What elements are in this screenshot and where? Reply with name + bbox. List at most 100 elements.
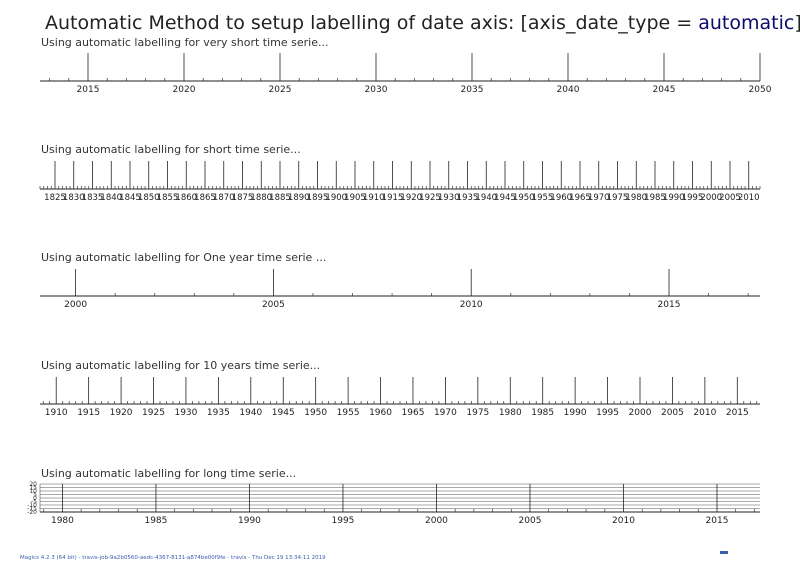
panel-5-y-tick-label: 0 xyxy=(33,495,37,502)
panel-2-title: Using automatic labelling for short time… xyxy=(41,143,301,156)
panel-4-tick-label: 2015 xyxy=(726,408,749,418)
panel-4-tick-label: 1955 xyxy=(337,408,360,418)
panel-2-tick-label: 2010 xyxy=(738,193,760,203)
magics-logo-icon xyxy=(720,551,728,554)
panel-1-tick-label: 2040 xyxy=(557,85,580,95)
panel-2-tick-label: 1890 xyxy=(288,193,310,203)
panel-4-tick-label: 1970 xyxy=(434,408,457,418)
panel-1-tick-label: 2030 xyxy=(365,85,388,95)
panel-2-tick-label: 1930 xyxy=(438,193,460,203)
panel-3-tick-label: 2010 xyxy=(460,300,483,310)
panel-5-tick-label: 2000 xyxy=(425,516,448,526)
panel-4-tick-label: 1975 xyxy=(466,408,489,418)
panel-2-tick-label: 1915 xyxy=(382,193,404,203)
panel-2-tick-label: 1940 xyxy=(475,193,497,203)
panel-1-tick-label: 2035 xyxy=(461,85,484,95)
panel-2-tick-label: 1865 xyxy=(194,193,216,203)
panel-4-tick-label: 1965 xyxy=(402,408,425,418)
page-title: Automatic Method to setup labelling of d… xyxy=(45,12,800,34)
panel-4-tick-label: 1925 xyxy=(142,408,165,418)
panel-4-tick-label: 1940 xyxy=(239,408,262,418)
panel-2-tick-label: 1985 xyxy=(644,193,666,203)
panel-2-tick-label: 1970 xyxy=(588,193,610,203)
panel-2-tick-label: 1920 xyxy=(400,193,422,203)
panel-4-tick-label: 1920 xyxy=(110,408,133,418)
panel-2-tick-label: 2005 xyxy=(719,193,741,203)
panel-2-tick-label: 1975 xyxy=(607,193,629,203)
panel-4-tick-label: 1910 xyxy=(45,408,68,418)
panel-2-tick-label: 1945 xyxy=(494,193,516,203)
panel-5-tick-label: 1995 xyxy=(332,516,355,526)
panel-4-tick-label: 1930 xyxy=(174,408,197,418)
panel-2-tick-label: 1895 xyxy=(307,193,329,203)
panel-2-tick-label: 1905 xyxy=(344,193,366,203)
panel-2-tick-label: 1850 xyxy=(138,193,160,203)
panel-2-tick-label: 1910 xyxy=(363,193,385,203)
panel-4-tick-label: 1995 xyxy=(596,408,619,418)
panel-5-y-tick-label: 5 xyxy=(33,492,37,499)
panel-4-tick-label: 1915 xyxy=(77,408,100,418)
panel-5-y-tick-label: 15 xyxy=(29,485,37,492)
panel-4-tick-label: 2010 xyxy=(693,408,716,418)
panel-5-tick-label: 1990 xyxy=(238,516,261,526)
panel-1-tick-label: 2045 xyxy=(653,85,676,95)
panel-2-tick-label: 1900 xyxy=(325,193,347,203)
panel-5-y-tick-label: 20 xyxy=(29,481,37,488)
title-prefix: Automatic Method to setup labelling of d… xyxy=(45,12,699,34)
panel-5-y-tick-label: -10 xyxy=(27,502,37,509)
footer-text: Magics 4.2.3 (64 bit) - travis-job-9a2b0… xyxy=(20,555,326,561)
panel-1-tick-label: 2020 xyxy=(173,85,196,95)
panel-5-y-tick-label: -20 xyxy=(27,509,37,516)
panel-5-y-tick-label: 10 xyxy=(29,488,37,495)
panel-5-tick-label: 2005 xyxy=(519,516,542,526)
panel-2-tick-label: 1980 xyxy=(625,193,647,203)
title-accent: automatic xyxy=(698,12,795,34)
panel-5-title: Using automatic labelling for long time … xyxy=(41,467,297,480)
panel-1-tick-label: 2025 xyxy=(269,85,292,95)
panel-4-tick-label: 1980 xyxy=(499,408,522,418)
panel-3-tick-label: 2005 xyxy=(262,300,285,310)
panel-2-tick-label: 1885 xyxy=(269,193,291,203)
panel-4-tick-label: 2005 xyxy=(661,408,684,418)
panel-4-tick-label: 1950 xyxy=(304,408,327,418)
panel-4-tick-label: 1935 xyxy=(207,408,230,418)
panel-2-tick-label: 1965 xyxy=(569,193,591,203)
panel-2-tick-label: 1955 xyxy=(532,193,554,203)
panel-2-tick-label: 1875 xyxy=(232,193,254,203)
panel-1-tick-label: 2015 xyxy=(77,85,100,95)
panel-2-tick-label: 2000 xyxy=(700,193,722,203)
panel-2-tick-label: 1825 xyxy=(44,193,66,203)
panel-5-y-tick-label: -5 xyxy=(31,499,37,506)
panel-5-tick-label: 2015 xyxy=(706,516,729,526)
panel-2-tick-label: 1880 xyxy=(250,193,272,203)
panel-2-tick-label: 1845 xyxy=(119,193,141,203)
panel-2-tick-label: 1960 xyxy=(550,193,572,203)
panel-2-tick-label: 1840 xyxy=(100,193,122,203)
panel-3-title: Using automatic labelling for One year t… xyxy=(41,251,327,264)
panel-5-y-tick-label: -15 xyxy=(27,506,37,513)
panel-2-tick-label: 1835 xyxy=(82,193,104,203)
title-suffix: ] xyxy=(794,12,800,34)
panel-2-tick-label: 1860 xyxy=(175,193,197,203)
panel-4-title: Using automatic labelling for 10 years t… xyxy=(41,359,321,372)
panel-2-tick-label: 1830 xyxy=(63,193,85,203)
panel-2-tick-label: 1950 xyxy=(513,193,535,203)
panel-4-tick-label: 1945 xyxy=(272,408,295,418)
panel-2-tick-label: 1855 xyxy=(157,193,179,203)
panel-1-tick-label: 2050 xyxy=(749,85,772,95)
panel-2-tick-label: 1990 xyxy=(663,193,685,203)
panel-4-tick-label: 1960 xyxy=(369,408,392,418)
panel-5-tick-label: 2010 xyxy=(612,516,635,526)
panel-2-tick-label: 1995 xyxy=(682,193,704,203)
panel-4-tick-label: 2000 xyxy=(629,408,652,418)
panel-2-tick-label: 1870 xyxy=(213,193,235,203)
panel-2-tick-label: 1935 xyxy=(457,193,479,203)
panel-5-tick-label: 1980 xyxy=(51,516,74,526)
panel-4-tick-label: 1985 xyxy=(531,408,554,418)
panel-1-title: Using automatic labelling for very short… xyxy=(41,36,329,49)
panel-4-tick-label: 1990 xyxy=(564,408,587,418)
panel-3-tick-label: 2000 xyxy=(64,300,87,310)
panel-2-tick-label: 1925 xyxy=(419,193,441,203)
panel-5-tick-label: 1985 xyxy=(144,516,167,526)
